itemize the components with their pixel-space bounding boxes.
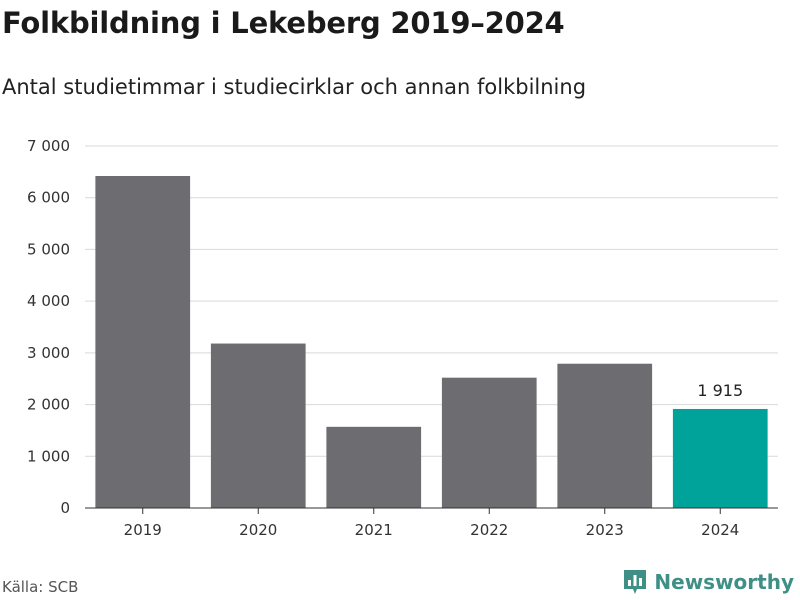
x-tick-label: 2023 [586, 521, 624, 539]
y-tick-label: 4 000 [27, 292, 70, 310]
y-tick-label: 2 000 [27, 396, 70, 414]
newsworthy-bar-logo-icon [624, 570, 647, 594]
bar-2024 [672, 408, 768, 508]
bar-2019 [95, 175, 191, 508]
x-tick-label: 2020 [239, 521, 277, 539]
x-axis-ticks: 2019 2020 2021 2022 2023 2024 [124, 508, 739, 539]
chart-subtitle: Antal studietimmar i studiecirklar och a… [2, 75, 587, 99]
data-label: 1 915 [697, 381, 743, 400]
gridlines [85, 145, 778, 457]
bars [95, 175, 768, 508]
source-note: Källa: SCB [2, 578, 79, 596]
y-axis-ticks: 0 1 000 2 000 3 000 4 000 5 000 6 000 7 000 [27, 137, 70, 517]
x-tick-label: 2024 [701, 521, 739, 539]
brand-logo: Newsworthy [622, 568, 794, 596]
y-tick-label: 5 000 [27, 240, 70, 258]
x-tick-label: 2021 [355, 521, 393, 539]
y-tick-label: 0 [60, 499, 70, 517]
x-tick-label: 2019 [124, 521, 162, 539]
y-tick-label: 7 000 [27, 137, 70, 155]
bar-2022 [441, 377, 537, 508]
x-tick-label: 2022 [470, 521, 508, 539]
bar-2023 [557, 363, 653, 508]
bar-chart: 0 1 000 2 000 3 000 4 000 5 000 6 000 7 000 201… [27, 137, 778, 539]
y-tick-label: 3 000 [27, 344, 70, 362]
data-labels: 1 915 [697, 381, 743, 400]
brand-name: Newsworthy [654, 570, 794, 594]
bar-2021 [326, 426, 422, 508]
bar-2020 [210, 343, 306, 508]
y-tick-label: 6 000 [27, 189, 70, 207]
chart-title: Folkbildning i Lekeberg 2019–2024 [2, 6, 565, 40]
y-tick-label: 1 000 [27, 447, 70, 465]
